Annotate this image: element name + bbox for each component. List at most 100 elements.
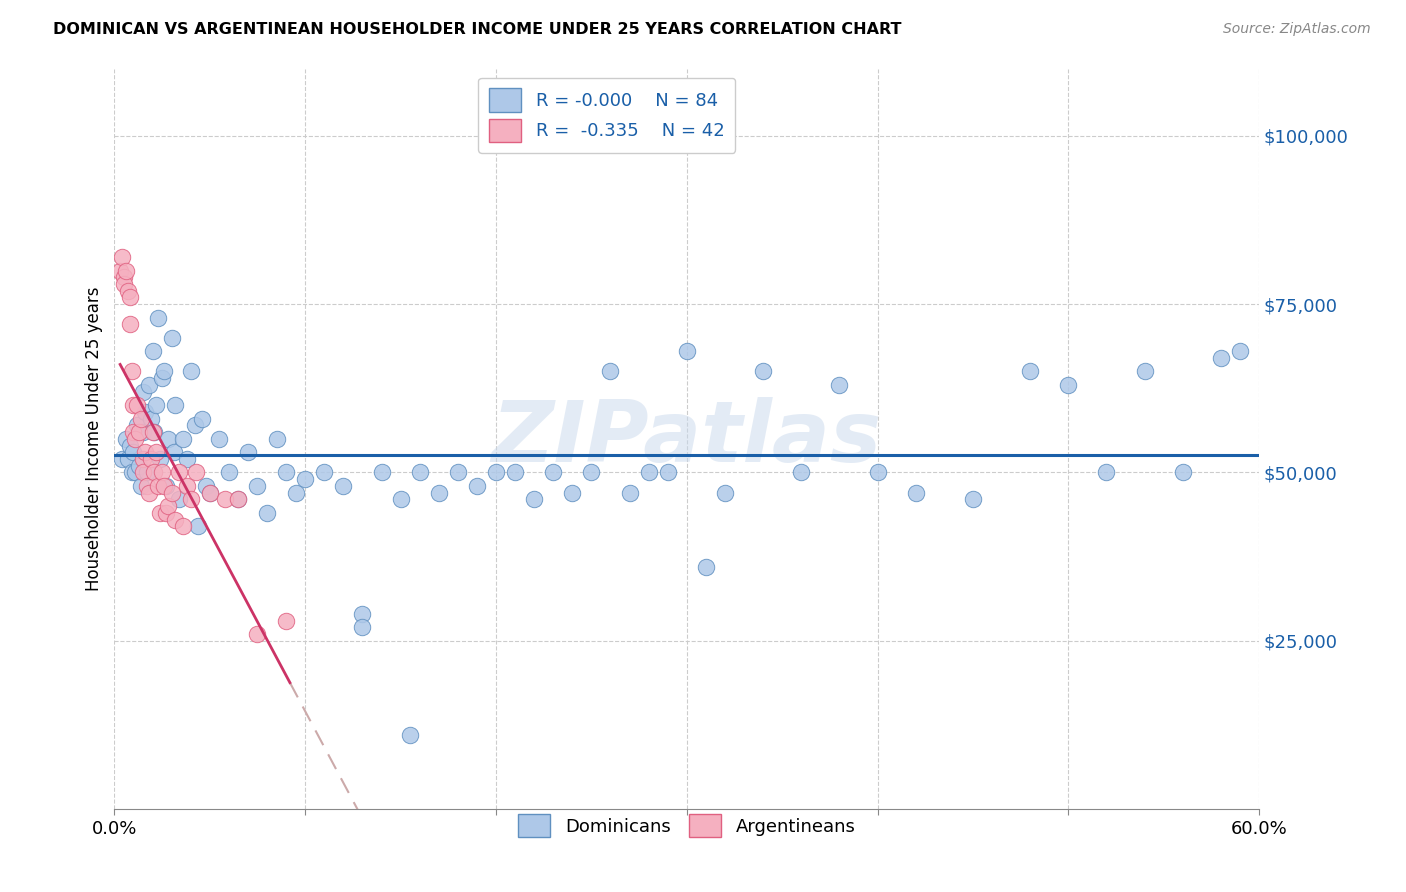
Point — [541, 466, 564, 480]
Point — [135, 479, 157, 493]
Point — [155, 506, 177, 520]
Point — [134, 445, 156, 459]
Point — [117, 284, 139, 298]
Point — [294, 472, 316, 486]
Point — [284, 485, 307, 500]
Point — [714, 485, 737, 500]
Text: ZIPatlas: ZIPatlas — [492, 397, 882, 480]
Point — [160, 485, 183, 500]
Point — [148, 310, 170, 325]
Point — [156, 432, 179, 446]
Text: Source: ZipAtlas.com: Source: ZipAtlas.com — [1223, 22, 1371, 37]
Point — [408, 466, 430, 480]
Point — [169, 492, 191, 507]
Point — [132, 452, 155, 467]
Point — [138, 485, 160, 500]
Point — [124, 432, 146, 446]
Point — [228, 492, 250, 507]
Point — [599, 364, 621, 378]
Point — [503, 466, 526, 480]
Point — [121, 466, 143, 480]
Point — [128, 425, 150, 439]
Point — [129, 479, 152, 493]
Point — [187, 519, 209, 533]
Point — [465, 479, 488, 493]
Point — [115, 263, 138, 277]
Point — [1229, 344, 1251, 359]
Point — [675, 344, 697, 359]
Point — [427, 485, 450, 500]
Point — [657, 466, 679, 480]
Point — [183, 418, 205, 433]
Point — [127, 418, 149, 433]
Point — [162, 445, 184, 459]
Point — [124, 466, 146, 480]
Point — [165, 398, 187, 412]
Point — [172, 519, 194, 533]
Point — [139, 452, 162, 467]
Point — [156, 499, 179, 513]
Point — [145, 398, 167, 412]
Point — [155, 479, 177, 493]
Point — [256, 506, 278, 520]
Point — [118, 290, 141, 304]
Point — [352, 620, 374, 634]
Point — [1095, 466, 1118, 480]
Point — [149, 506, 172, 520]
Point — [122, 425, 145, 439]
Point — [198, 485, 221, 500]
Point — [274, 466, 297, 480]
Point — [148, 479, 170, 493]
Point — [142, 425, 165, 439]
Point — [111, 250, 134, 264]
Point — [561, 485, 583, 500]
Point — [352, 607, 374, 621]
Point — [122, 445, 145, 459]
Point — [1133, 364, 1156, 378]
Point — [1019, 364, 1042, 378]
Point — [389, 492, 412, 507]
Point — [143, 466, 166, 480]
Point — [127, 398, 149, 412]
Legend: Dominicans, Argentineans: Dominicans, Argentineans — [510, 807, 863, 845]
Point — [962, 492, 984, 507]
Point — [180, 364, 202, 378]
Point — [129, 411, 152, 425]
Point — [637, 466, 659, 480]
Point — [186, 466, 208, 480]
Point — [332, 479, 354, 493]
Point — [145, 445, 167, 459]
Point — [198, 485, 221, 500]
Point — [399, 728, 422, 742]
Point — [169, 466, 191, 480]
Point — [236, 445, 259, 459]
Point — [619, 485, 641, 500]
Point — [135, 466, 157, 480]
Point — [208, 432, 231, 446]
Point — [523, 492, 546, 507]
Point — [866, 466, 889, 480]
Point — [115, 432, 138, 446]
Point — [195, 479, 218, 493]
Point — [150, 371, 173, 385]
Point — [214, 492, 236, 507]
Point — [228, 492, 250, 507]
Point — [118, 439, 141, 453]
Point — [150, 466, 173, 480]
Point — [176, 452, 198, 467]
Point — [447, 466, 470, 480]
Point — [142, 344, 165, 359]
Point — [695, 559, 717, 574]
Point — [1209, 351, 1232, 365]
Point — [160, 331, 183, 345]
Text: DOMINICAN VS ARGENTINEAN HOUSEHOLDER INCOME UNDER 25 YEARS CORRELATION CHART: DOMINICAN VS ARGENTINEAN HOUSEHOLDER INC… — [53, 22, 901, 37]
Point — [828, 378, 851, 392]
Point — [132, 466, 155, 480]
Point — [153, 479, 176, 493]
Point — [122, 398, 145, 412]
Point — [153, 364, 176, 378]
Point — [485, 466, 508, 480]
Point — [218, 466, 240, 480]
Point — [108, 263, 131, 277]
Point — [266, 432, 288, 446]
